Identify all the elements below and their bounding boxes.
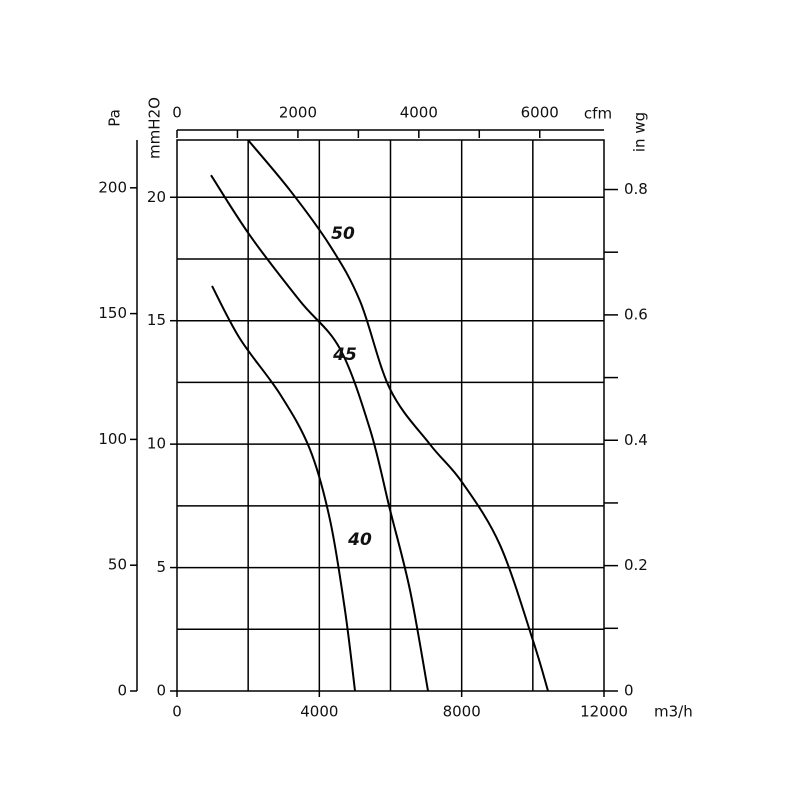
x2-tick-label: 2000 — [279, 104, 317, 122]
cfm-label: cfm — [584, 105, 612, 123]
y-tick-label: 100 — [98, 430, 127, 448]
y2-tick-label: 15 — [147, 311, 166, 329]
curve-name: 45 — [332, 345, 357, 365]
inwg-label: in wg — [631, 112, 649, 152]
x-tick-label: 8000 — [443, 703, 481, 721]
pa-label: Pa — [106, 109, 124, 127]
x2-tick-label: 0 — [172, 104, 182, 122]
x-tick-label: 12000 — [580, 703, 628, 721]
y2-tick-label: 0 — [156, 682, 166, 700]
x-tick-label: 4000 — [300, 703, 338, 721]
curve — [210, 174, 430, 692]
x-tick-label: 0 — [172, 703, 182, 721]
y3-tick-label: 0.2 — [624, 556, 648, 574]
y2-tick-label: 20 — [147, 188, 166, 206]
curve-name: 50 — [331, 224, 355, 244]
x2-tick-label: 4000 — [400, 104, 438, 122]
y2-tick-label: 5 — [156, 558, 166, 576]
y-tick-label: 0 — [117, 682, 127, 700]
y-tick-label: 200 — [98, 178, 127, 196]
x-label: m3/h — [654, 703, 693, 721]
x2-tick-label: 6000 — [521, 104, 559, 122]
curve — [211, 285, 357, 692]
curve — [247, 139, 549, 692]
mmh2o-label: mmH2O — [146, 97, 164, 159]
y3-tick-label: 0.6 — [624, 305, 648, 323]
y3-tick-label: 0.8 — [624, 180, 648, 198]
curve-name: 40 — [347, 530, 372, 550]
y2-tick-label: 10 — [147, 435, 166, 453]
y-tick-label: 150 — [98, 304, 127, 322]
y3-tick-label: 0 — [624, 682, 634, 700]
y-tick-label: 50 — [108, 556, 127, 574]
y3-tick-label: 0.4 — [624, 431, 648, 449]
